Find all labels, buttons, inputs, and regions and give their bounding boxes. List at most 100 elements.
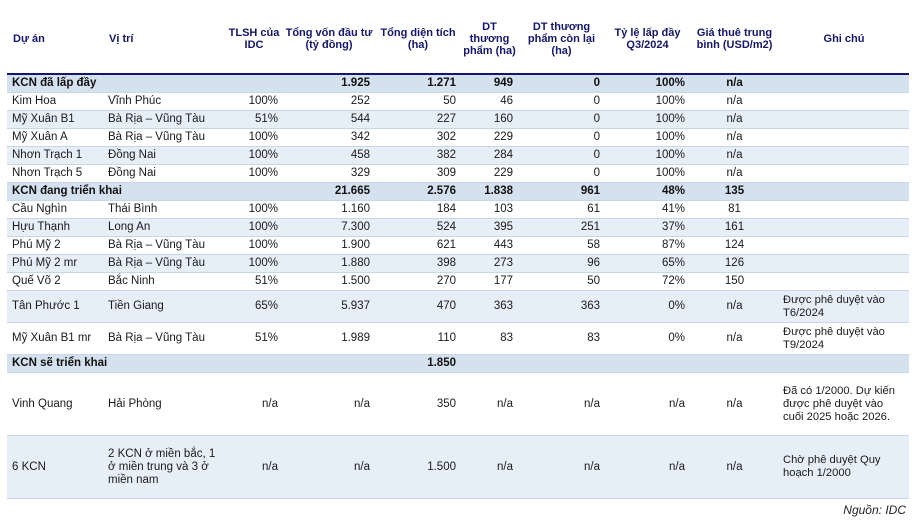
header-ownership: TLSH của IDC [225,4,283,75]
occupancy-cell: 37% [605,218,690,237]
group-commercial-cell [461,354,518,373]
area-cell: 270 [375,272,461,291]
commercial-cell: 273 [461,254,518,273]
project-cell: Tân Phước 1 [7,290,103,323]
remaining-cell: 50 [518,272,605,291]
project-cell: Mỹ Xuân A [7,128,103,147]
commercial-cell: n/a [461,435,518,499]
remaining-cell: 251 [518,218,605,237]
area-cell: 1.500 [375,435,461,499]
remaining-cell: n/a [518,372,605,436]
location-cell: Bà Rịa – Vũng Tàu [103,128,225,147]
table-row: Mỹ Xuân B1 Bà Rịa – Vũng Tàu 51% 544 227 160 0… [7,110,909,129]
table-body: KCN đã lấp đầy 1.925 1.271 949 0 100% n/a Kim H… [7,74,909,499]
area-cell: 398 [375,254,461,273]
source-note: Nguồn: IDC [843,503,906,517]
note-cell: Được phê duyệt vào T9/2024 [779,322,909,355]
table-row: Kim Hoa Vĩnh Phúc 100% 252 50 46 0 100% n/a [7,92,909,111]
group-investment-cell: 21.665 [283,182,375,201]
table-row: Quế Võ 2 Bắc Ninh 51% 1.500 270 177 50 72% 150 [7,272,909,291]
commercial-cell: 229 [461,164,518,183]
note-cell: Được phê duyệt vào T6/2024 [779,290,909,323]
ownership-cell: n/a [225,372,283,436]
commercial-cell: 284 [461,146,518,165]
remaining-cell: 0 [518,164,605,183]
area-cell: 524 [375,218,461,237]
note-cell [779,110,909,129]
rent-cell: n/a [690,110,779,129]
rent-cell: n/a [690,372,779,436]
header-investment: Tổng vốn đầu tư (tỷ đồng) [283,4,375,75]
remaining-cell: 58 [518,236,605,255]
remaining-cell: n/a [518,435,605,499]
remaining-cell: 0 [518,92,605,111]
project-cell: Hựu Thạnh [7,218,103,237]
group-rent-cell [690,354,779,373]
group-label-cell: KCN sẽ triển khai [7,354,225,373]
project-cell: Mỹ Xuân B1 [7,110,103,129]
area-cell: 184 [375,200,461,219]
investment-cell: 329 [283,164,375,183]
investment-cell: 458 [283,146,375,165]
ownership-cell: 100% [225,200,283,219]
table-row: Nhơn Trạch 5 Đồng Nai 100% 329 309 229 0 100% n/… [7,164,909,183]
remaining-cell: 83 [518,322,605,355]
group-commercial-cell: 949 [461,74,518,93]
header-location: Vị trí [103,4,225,75]
group-commercial-cell: 1.838 [461,182,518,201]
group-note-cell [779,182,909,201]
remaining-cell: 0 [518,128,605,147]
investment-cell: 544 [283,110,375,129]
note-cell [779,128,909,147]
investment-cell: n/a [283,435,375,499]
investment-cell: 1.160 [283,200,375,219]
ownership-cell: 100% [225,254,283,273]
remaining-cell: 0 [518,146,605,165]
group-ownership-cell [225,354,283,373]
occupancy-cell: 100% [605,146,690,165]
ownership-cell: 100% [225,218,283,237]
investment-cell: 252 [283,92,375,111]
group-ownership-cell [225,74,283,93]
location-cell: Bà Rịa – Vũng Tàu [103,236,225,255]
group-area-cell: 2.576 [375,182,461,201]
group-row: KCN đang triển khai 21.665 2.576 1.838 961 48… [7,182,909,201]
area-cell: 110 [375,322,461,355]
rent-cell: n/a [690,290,779,323]
occupancy-cell: n/a [605,372,690,436]
table-row: Nhơn Trạch 1 Đồng Nai 100% 458 382 284 0 100% n/… [7,146,909,165]
area-cell: 309 [375,164,461,183]
rent-cell: n/a [690,322,779,355]
project-cell: Kim Hoa [7,92,103,111]
commercial-cell: n/a [461,372,518,436]
commercial-cell: 395 [461,218,518,237]
table-row: Mỹ Xuân A Bà Rịa – Vũng Tàu 100% 342 302 229 0… [7,128,909,147]
occupancy-cell: 100% [605,128,690,147]
commercial-cell: 103 [461,200,518,219]
ownership-cell: n/a [225,435,283,499]
ownership-cell: 100% [225,92,283,111]
group-occupancy-cell [605,354,690,373]
location-cell: Long An [103,218,225,237]
remaining-cell: 61 [518,200,605,219]
ownership-cell: 100% [225,164,283,183]
commercial-cell: 177 [461,272,518,291]
investment-cell: 7.300 [283,218,375,237]
area-cell: 470 [375,290,461,323]
group-occupancy-cell: 48% [605,182,690,201]
table-row: Hựu Thạnh Long An 100% 7.300 524 395 251 37% 161 [7,218,909,237]
occupancy-cell: 65% [605,254,690,273]
project-cell: 6 KCN [7,435,103,499]
group-label-cell: KCN đã lấp đầy [7,74,225,93]
header-occupancy: Tỷ lệ lấp đầy Q3/2024 [605,4,690,75]
group-note-cell [779,354,909,373]
location-cell: Vĩnh Phúc [103,92,225,111]
table-row: Mỹ Xuân B1 mr Bà Rịa – Vũng Tàu 51% 1.989 11… [7,322,909,355]
remaining-cell: 0 [518,110,605,129]
commercial-cell: 46 [461,92,518,111]
ownership-cell: 100% [225,146,283,165]
investment-cell: 1.500 [283,272,375,291]
ownership-cell: 65% [225,290,283,323]
ownership-cell: 51% [225,110,283,129]
group-rent-cell: n/a [690,74,779,93]
